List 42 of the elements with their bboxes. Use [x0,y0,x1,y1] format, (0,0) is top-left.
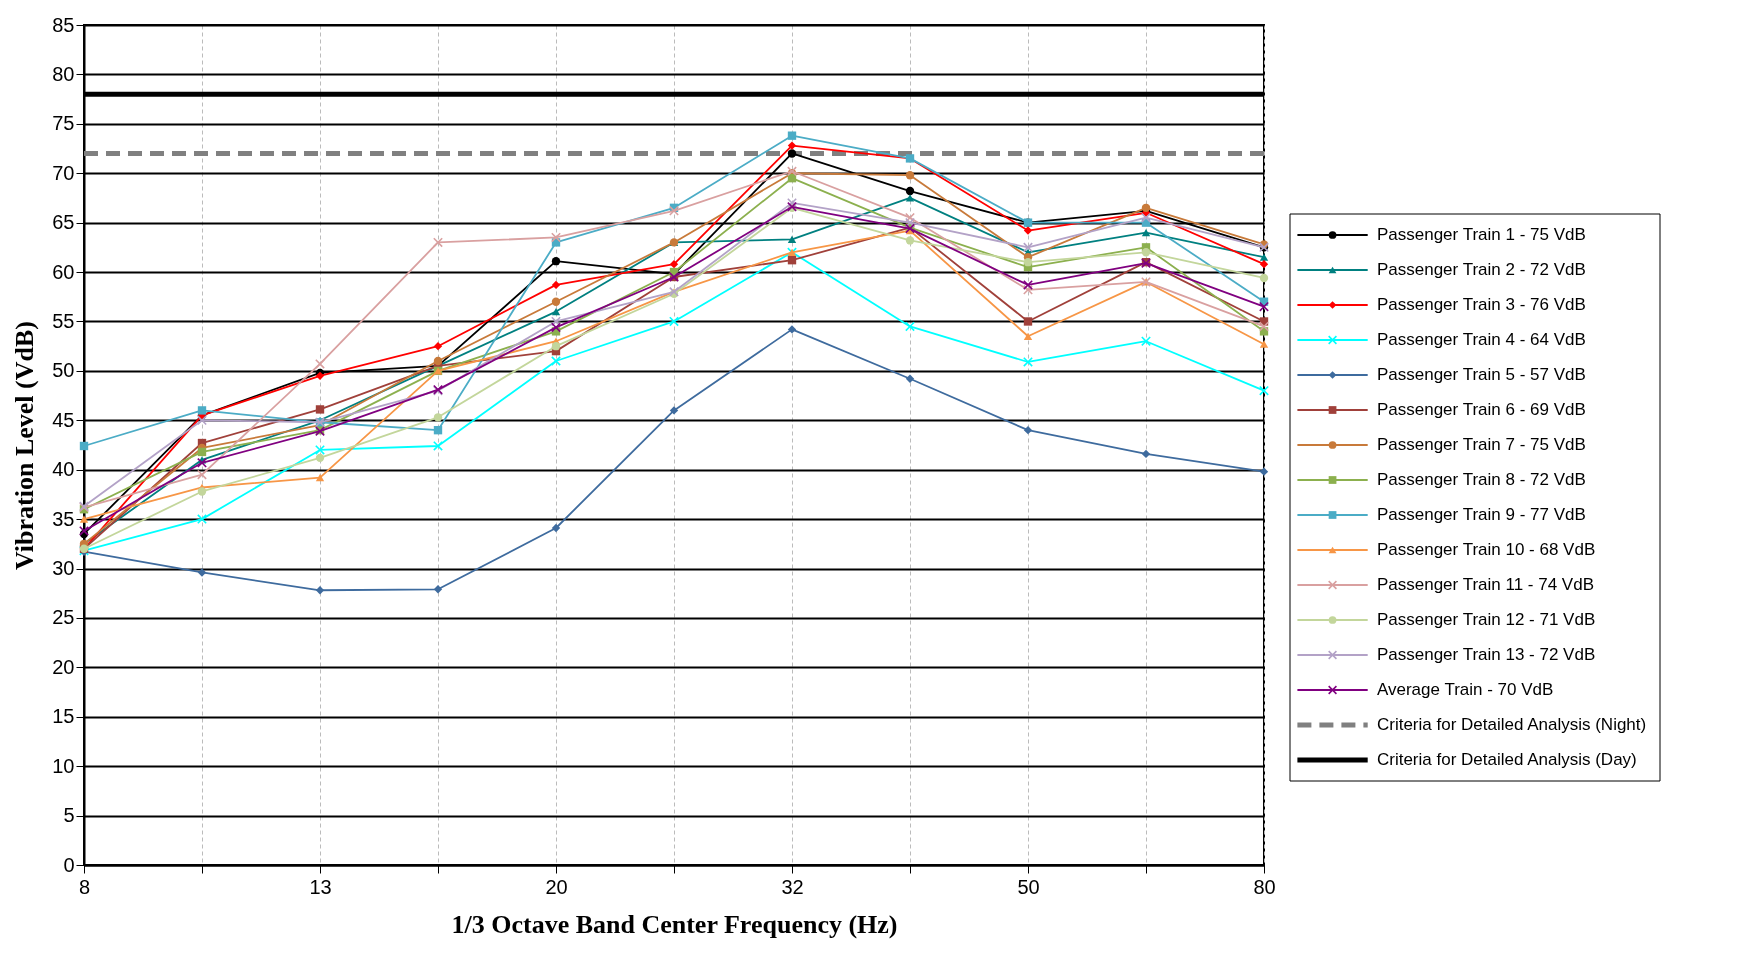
legend-label: Passenger Train 12 - 71 VdB [1376,610,1596,629]
y-tick-label: 70 [52,161,75,184]
legend-label: Passenger Train 2 - 72 VdB [1376,260,1586,279]
x-tick-label: 32 [781,875,804,898]
legend-label: Passenger Train 8 - 72 VdB [1376,470,1586,489]
y-tick-label: 50 [52,359,75,382]
y-tick-label: 40 [52,458,75,481]
y-tick-label: 5 [63,804,75,827]
y-axis-title: Vibration Level (VdB) [10,321,40,570]
legend-label: Average Train - 70 VdB [1376,680,1554,699]
x-tick-label: 80 [1253,875,1276,898]
y-tick-label: 85 [52,13,75,36]
legend-label: Passenger Train 4 - 64 VdB [1376,330,1586,349]
y-tick-label: 0 [63,853,75,876]
y-tick-label: 65 [52,211,75,234]
legend-label: Passenger Train 1 - 75 VdB [1376,225,1586,244]
y-tick-label: 10 [52,754,75,777]
y-tick-label: 45 [52,408,75,431]
legend-label: Passenger Train 7 - 75 VdB [1376,435,1586,454]
x-tick-label: 8 [78,875,91,898]
y-tick-label: 15 [52,705,75,728]
legend-label: Passenger Train 11 - 74 VdB [1376,575,1594,594]
x-axis-title: 1/3 Octave Band Center Frequency (Hz) [451,909,898,939]
y-tick-label: 20 [52,655,75,678]
legend-label: Passenger Train 5 - 57 VdB [1376,365,1586,384]
y-tick-label: 55 [52,309,75,332]
x-tick-label: 13 [309,875,332,898]
y-tick-label: 80 [52,62,75,85]
legend-label: Criteria for Detailed Analysis (Night) [1376,715,1647,734]
x-tick-label: 20 [545,875,568,898]
y-tick-label: 30 [52,557,75,580]
y-tick-label: 75 [52,112,75,135]
legend-label: Passenger Train 3 - 76 VdB [1376,295,1586,314]
x-tick-label: 50 [1017,875,1040,898]
legend-label: Criteria for Detailed Analysis (Day) [1376,750,1637,769]
y-tick-label: 25 [52,606,75,629]
legend-label: Passenger Train 13 - 72 VdB [1376,645,1596,664]
y-tick-label: 35 [52,507,75,530]
legend-label: Passenger Train 9 - 77 VdB [1376,505,1586,524]
legend-label: Passenger Train 10 - 68 VdB [1376,540,1596,559]
y-tick-label: 60 [52,260,75,283]
legend-label: Passenger Train 6 - 69 VdB [1376,400,1586,419]
